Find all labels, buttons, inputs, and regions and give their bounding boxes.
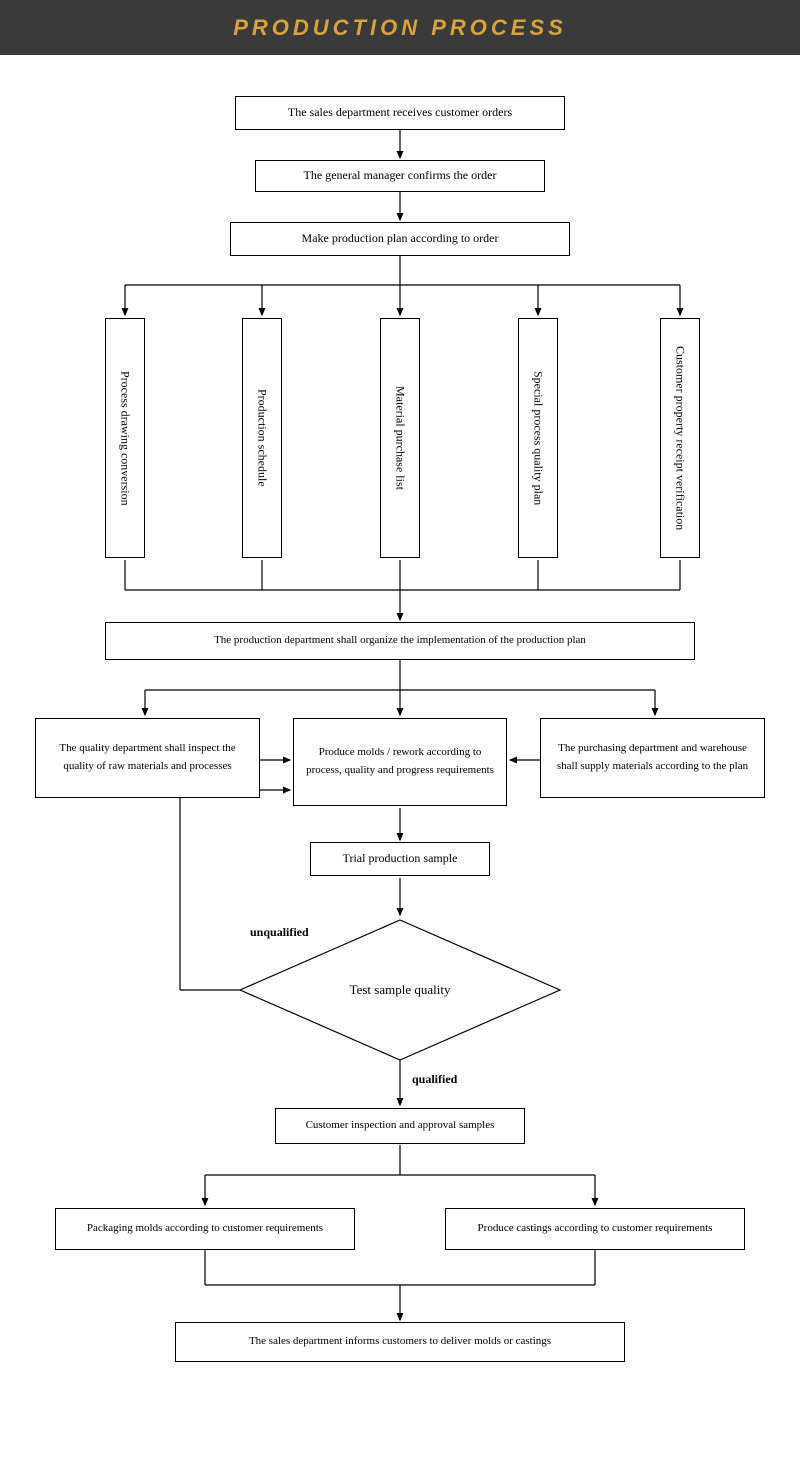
- label-unqualified: unqualified: [248, 925, 311, 940]
- node-trial-sample: Trial production sample: [310, 842, 490, 876]
- vnode-production-schedule: Production schedule: [242, 318, 282, 558]
- node-make-plan: Make production plan according to order: [230, 222, 570, 256]
- node-quality-inspect: The quality department shall inspect the…: [35, 718, 260, 798]
- node-purchasing-supply: The purchasing department and warehouse …: [540, 718, 765, 798]
- node-inform-customers: The sales department informs customers t…: [175, 1322, 625, 1362]
- decision-test-quality: Test sample quality: [240, 920, 560, 1060]
- node-customer-approval: Customer inspection and approval samples: [275, 1108, 525, 1144]
- vnode-material-purchase: Material purchase list: [380, 318, 420, 558]
- node-confirm-order: The general manager confirms the order: [255, 160, 545, 192]
- vnode-quality-plan: Special process quality plan: [518, 318, 558, 558]
- label-qualified: qualified: [410, 1072, 459, 1087]
- node-organize-implementation: The production department shall organize…: [105, 622, 695, 660]
- decision-label: Test sample quality: [350, 982, 451, 998]
- node-receive-orders: The sales department receives customer o…: [235, 96, 565, 130]
- node-produce-molds: Produce molds / rework according to proc…: [293, 718, 507, 806]
- vnode-customer-property: Customer property receipt verification: [660, 318, 700, 558]
- vnode-drawing-conversion: Process drawing conversion: [105, 318, 145, 558]
- node-produce-castings: Produce castings according to customer r…: [445, 1208, 745, 1250]
- node-packaging-molds: Packaging molds according to customer re…: [55, 1208, 355, 1250]
